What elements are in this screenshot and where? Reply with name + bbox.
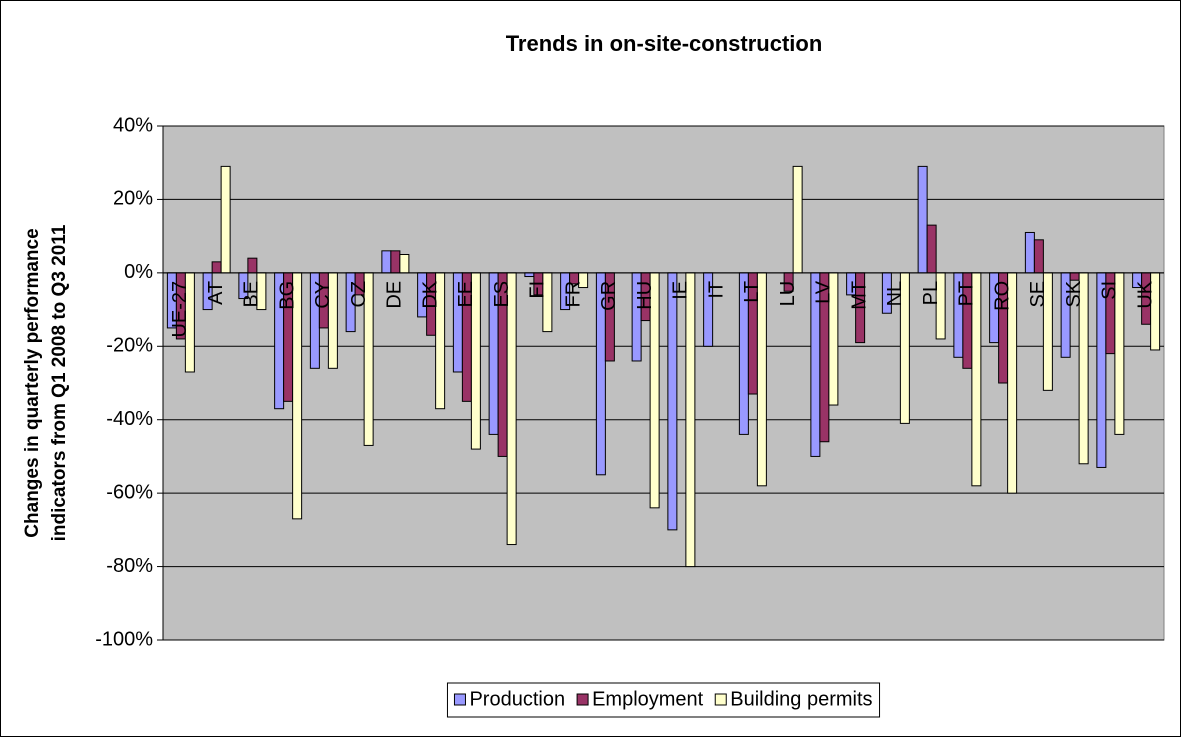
x-tick-label: CZ [348, 281, 370, 308]
bar [524, 272, 535, 278]
y-tick-label: 20% [113, 188, 153, 210]
x-tick-label: SK [1063, 280, 1085, 307]
y-tick-label: -20% [106, 335, 153, 357]
legend [446, 682, 881, 718]
x-tick-label: RO [991, 281, 1013, 311]
x-tick-label: PL [920, 281, 942, 305]
bar [399, 254, 410, 274]
x-tick-label: GR [598, 281, 620, 311]
y-tick-label: -100% [95, 628, 153, 650]
x-tick-label: ES [491, 281, 513, 308]
chart-title: Trends in on-site-construction [506, 31, 823, 56]
x-tick-label: SI [1099, 281, 1121, 300]
bar [1069, 272, 1080, 281]
x-tick-label: LV [813, 280, 835, 304]
legend-label: Production [469, 688, 565, 710]
bar [247, 257, 258, 274]
x-tick-label: LU [777, 281, 799, 307]
x-tick-label: DK [419, 280, 441, 308]
bar [390, 250, 401, 274]
y-tick-label: -40% [106, 408, 153, 430]
x-tick-label: UK [1134, 280, 1156, 308]
plot-area [162, 125, 1165, 641]
x-tick-label: LT [741, 281, 763, 303]
x-tick-label: CY [312, 281, 334, 309]
y-tick-label: -60% [106, 481, 153, 503]
x-tick-label: SE [1027, 281, 1049, 308]
x-tick-label: PT [956, 281, 978, 307]
bar [667, 272, 678, 531]
bar [917, 165, 928, 274]
x-tick-label: BG [276, 281, 298, 310]
bar [1033, 239, 1044, 274]
x-tick-label: NL [884, 281, 906, 307]
y-tick-label: -80% [106, 555, 153, 577]
x-tick-label: IT [705, 281, 727, 299]
x-tick-label: BE [241, 281, 263, 308]
x-tick-label: IE [670, 281, 692, 300]
legend-swatch [576, 693, 589, 706]
x-tick-label: DE [384, 281, 406, 309]
bar [381, 250, 392, 274]
x-tick-label: FI [527, 281, 549, 299]
bar [1096, 272, 1107, 468]
legend-label: Building permits [730, 688, 872, 710]
x-tick-label: UE-27 [169, 281, 191, 338]
legend-swatch [714, 693, 727, 706]
bar [220, 165, 231, 274]
bar [211, 261, 222, 274]
x-tick-label: MT [848, 281, 870, 310]
bar [685, 272, 696, 568]
x-tick-label: AT [205, 281, 227, 305]
x-tick-label: HU [634, 281, 656, 310]
x-tick-label: FR [562, 281, 584, 308]
legend-label: Employment [592, 688, 704, 710]
legend-swatch [453, 693, 466, 706]
bar [926, 224, 937, 274]
y-tick-label: 40% [113, 114, 153, 136]
bar [1024, 231, 1035, 274]
bar [756, 272, 767, 487]
bar [506, 272, 517, 546]
y-tick-label: 0% [124, 261, 153, 283]
y-axis-label: Changes in quarterly performance [22, 228, 43, 537]
x-tick-label: EE [455, 281, 477, 308]
bar [792, 165, 803, 274]
y-axis-label: indicators from Q1 2008 to Q3 2011 [49, 224, 70, 541]
